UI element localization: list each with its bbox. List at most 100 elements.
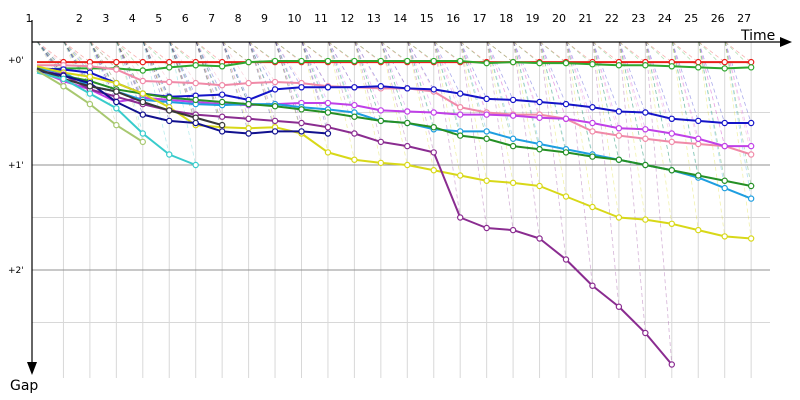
series-point [615,214,623,221]
lap-label: 5 [155,12,162,25]
series-point [747,142,755,150]
lap-drop-line [275,41,302,88]
lap-drop-line [672,41,699,63]
lap-drop-line [698,41,726,147]
series-point [430,57,437,65]
series-point [377,57,385,65]
lap-drop-line [433,41,461,132]
series-point [721,58,728,66]
y-tick-label: +1' [8,161,24,171]
lap-drop-line [381,41,408,63]
series-point [536,235,543,242]
lap-drop-line [116,41,144,101]
series-point [324,84,332,91]
series-point [509,135,517,142]
series-point [218,98,226,106]
lap-label: 3 [102,12,109,25]
series-point [721,142,728,150]
series-point [457,132,464,139]
series-point [642,329,649,337]
series-point [113,88,120,95]
lap-drop-line [433,41,461,63]
series-point [324,123,332,131]
lap-label: 14 [393,12,407,25]
lap-drop-line [698,41,726,181]
lap-drop-line [222,41,249,106]
series-lines [36,57,755,368]
series-point [139,98,146,106]
lap-drop-line [248,41,276,62]
series-point [245,79,252,87]
series-point [166,117,173,125]
series-point [60,75,67,83]
series-point [668,361,676,368]
series-point [562,256,570,263]
series-point [536,140,543,148]
series-point [404,142,411,150]
labels: 1 2 3 4 5 6 7 8 9 10 11 12 13 14 15 16 17 18 19 20 21 22 23 24 2… [8,12,751,276]
lap-drop-line [698,41,726,237]
series-point [430,123,437,131]
series-point [192,62,199,69]
y-axis-arrow [27,362,37,375]
lap-drop-line [248,41,276,105]
lap-drop-line [698,41,725,63]
lap-drop-line [433,41,461,136]
lap-drop-line [169,41,197,103]
lap-drop-line [618,41,646,130]
series-point [245,130,252,137]
lap-drop-line [328,41,355,106]
lap-drop-line [142,41,170,101]
series-point [695,117,702,125]
lap-drop-line [460,41,488,100]
series-point [192,114,199,121]
lap-label: 16 [446,12,460,25]
x-axis-title: Time [740,28,775,44]
lap-drop-line [248,41,276,128]
series-point [642,135,649,142]
series-point [113,58,120,66]
lap-drop-line [486,41,514,183]
series-point [271,86,279,93]
lap-drop-line [195,41,223,63]
series-point [668,115,676,123]
lap-drop-line [222,41,249,134]
series-line [36,69,752,187]
series-point [695,226,702,234]
lap-drop-line [671,41,699,145]
lap-drop-line [380,41,408,147]
lap-drop-line [143,41,170,63]
lap-drop-line [618,41,646,166]
series-point [589,153,596,160]
lap-drop-line [698,41,726,147]
series-point [562,115,570,123]
series-point [166,78,173,86]
series-line [36,69,329,135]
lap-drop-line [460,41,487,64]
series-point [457,57,464,65]
lap-drop-line [222,41,249,105]
series-point [615,62,623,69]
series-point [218,63,226,70]
series-point [113,105,120,112]
lap-drop-line [328,41,355,160]
lap-drop-line [618,41,646,139]
series-line [37,64,752,156]
series-line [36,67,223,127]
lap-drop-line [89,41,117,103]
series-point [377,159,385,167]
lap-drop-line [433,41,461,115]
series-point [166,94,173,102]
lap-label: 7 [208,12,215,25]
series-point [642,126,649,133]
lap-drop-line [169,41,196,63]
lap-drop-line [539,41,567,119]
series-point [747,195,755,202]
series-point [642,109,649,116]
lap-drop-line [90,41,117,63]
series-point [589,119,596,127]
pit-stop-lines [37,41,752,365]
series-point [721,233,728,240]
lap-drop-line [592,41,620,307]
lap-drop-line [380,41,408,89]
